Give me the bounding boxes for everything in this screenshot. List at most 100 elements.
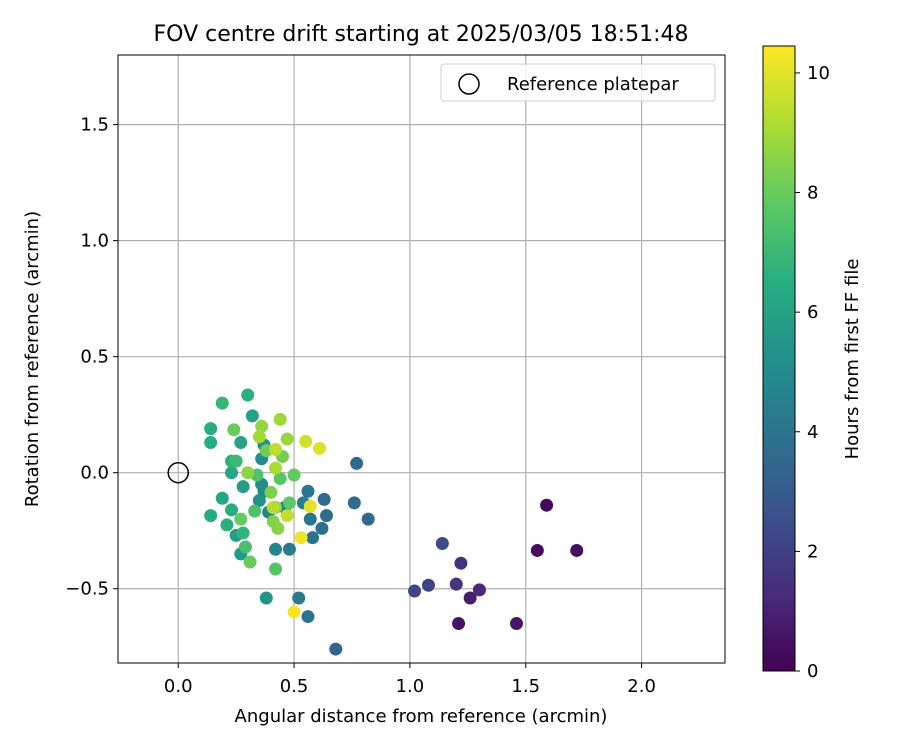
x-tick-label: 1.0 bbox=[396, 676, 425, 697]
data-point bbox=[204, 436, 218, 450]
data-point bbox=[234, 512, 248, 526]
data-point bbox=[269, 443, 283, 457]
y-tick-label: 1.5 bbox=[80, 115, 109, 136]
data-point bbox=[264, 485, 278, 499]
data-point bbox=[292, 591, 306, 605]
data-point bbox=[255, 419, 269, 433]
data-point bbox=[294, 531, 308, 545]
data-point bbox=[315, 521, 329, 535]
data-point bbox=[238, 540, 252, 554]
data-point bbox=[204, 509, 218, 523]
data-point bbox=[282, 542, 296, 556]
data-point bbox=[313, 441, 327, 455]
data-point bbox=[266, 501, 280, 515]
data-point bbox=[241, 388, 255, 402]
data-point bbox=[570, 543, 584, 557]
data-point bbox=[320, 509, 334, 523]
data-point bbox=[408, 584, 422, 598]
data-point bbox=[472, 583, 486, 597]
data-point bbox=[273, 472, 287, 486]
data-point bbox=[282, 496, 296, 510]
data-point bbox=[243, 555, 257, 569]
data-point bbox=[435, 536, 449, 550]
x-tick-label: 1.5 bbox=[511, 676, 540, 697]
data-point bbox=[252, 430, 266, 444]
data-point bbox=[269, 461, 283, 475]
data-point bbox=[220, 518, 234, 532]
data-point bbox=[273, 412, 287, 426]
data-point bbox=[303, 499, 317, 513]
data-point bbox=[463, 591, 477, 605]
legend-box bbox=[440, 63, 716, 102]
data-point bbox=[215, 491, 229, 505]
y-axis-label: Rotation from reference (arcmin) bbox=[22, 211, 43, 507]
y-tick-label: 1.0 bbox=[80, 231, 109, 252]
data-point bbox=[241, 466, 255, 480]
x-tick-label: 2.0 bbox=[627, 676, 656, 697]
data-point bbox=[454, 556, 468, 570]
colorbar-gradient bbox=[762, 45, 796, 672]
legend-entry-label: Reference platepar bbox=[507, 74, 679, 95]
y-tick-label: −0.5 bbox=[65, 579, 109, 600]
data-point bbox=[449, 577, 463, 591]
colorbar-tick-label: 2 bbox=[807, 541, 818, 562]
x-axis-ticks: 0.0 0.5 1.0 1.5 2.0 bbox=[164, 663, 656, 697]
colorbar-tick-label: 4 bbox=[807, 422, 818, 443]
data-point bbox=[317, 492, 331, 506]
data-point bbox=[303, 512, 317, 526]
data-point bbox=[248, 504, 262, 518]
data-point bbox=[280, 509, 294, 523]
y-tick-label: 0.5 bbox=[80, 347, 109, 368]
data-point bbox=[227, 423, 241, 437]
y-axis-ticks: −0.5 0.0 0.5 1.0 1.5 bbox=[65, 115, 118, 600]
data-point bbox=[347, 496, 361, 510]
x-axis-label: Angular distance from reference (arcmin) bbox=[235, 706, 608, 727]
grid-lines bbox=[118, 55, 725, 663]
data-point bbox=[452, 617, 466, 631]
data-point bbox=[204, 422, 218, 436]
colorbar-tick-label: 8 bbox=[807, 183, 818, 204]
data-point bbox=[229, 454, 243, 468]
data-point bbox=[236, 526, 250, 540]
colorbar-tick-label: 10 bbox=[807, 63, 830, 84]
data-point bbox=[306, 531, 320, 545]
chart-title: FOV centre drift starting at 2025/03/05 … bbox=[154, 22, 689, 47]
data-point bbox=[299, 434, 313, 448]
data-point bbox=[271, 521, 285, 535]
data-point bbox=[301, 610, 315, 624]
data-point bbox=[236, 480, 250, 494]
data-point bbox=[215, 396, 229, 410]
colorbar-ticks: 0 2 4 6 8 10 bbox=[795, 63, 830, 682]
data-point bbox=[269, 562, 283, 576]
x-tick-label: 0.0 bbox=[164, 676, 193, 697]
data-point bbox=[361, 512, 375, 526]
data-point bbox=[287, 468, 301, 482]
colorbar-tick-label: 6 bbox=[807, 302, 818, 323]
data-point bbox=[245, 409, 259, 423]
data-point bbox=[540, 498, 554, 512]
data-point bbox=[301, 484, 315, 498]
data-point bbox=[421, 578, 435, 592]
data-point bbox=[234, 436, 248, 450]
data-point bbox=[280, 432, 294, 446]
data-point bbox=[287, 605, 301, 619]
x-tick-label: 0.5 bbox=[280, 676, 309, 697]
plot-frame bbox=[117, 54, 726, 664]
legend-open-circle-marker bbox=[458, 73, 480, 95]
data-point bbox=[225, 466, 239, 480]
data-point bbox=[350, 456, 364, 470]
data-point bbox=[252, 494, 266, 508]
colorbar: 0 2 4 6 8 10 Hours from first FF file bbox=[762, 45, 863, 682]
colorbar-tick-label: 0 bbox=[807, 661, 818, 682]
legend: Reference platepar bbox=[440, 63, 716, 102]
data-point bbox=[225, 503, 239, 517]
data-point bbox=[509, 617, 523, 631]
colorbar-label: Hours from first FF file bbox=[842, 259, 863, 460]
data-point bbox=[259, 591, 273, 605]
data-point bbox=[329, 642, 343, 656]
data-point bbox=[530, 543, 544, 557]
y-tick-label: 0.0 bbox=[80, 463, 109, 484]
reference-platepar-marker bbox=[167, 461, 189, 484]
data-points bbox=[204, 388, 584, 656]
